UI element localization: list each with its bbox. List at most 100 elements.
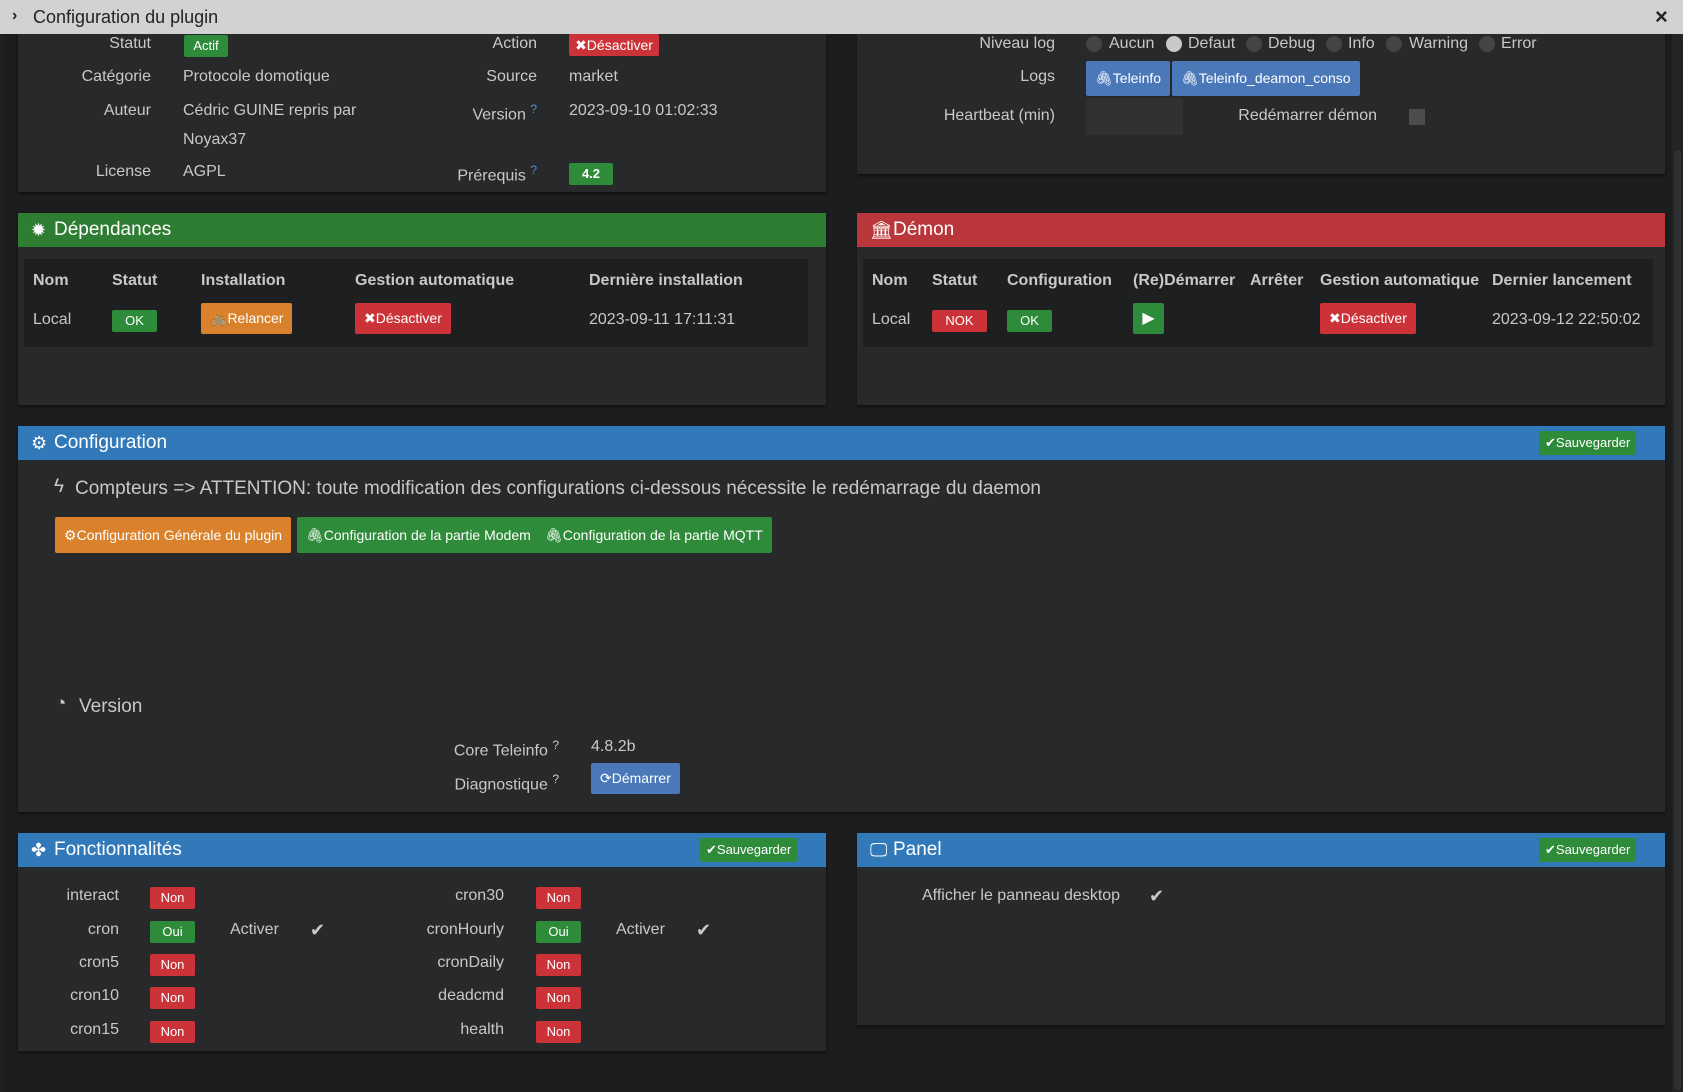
log-teleinfo-button[interactable]: 🖇Teleinfo xyxy=(1086,61,1171,96)
version-label: Version ? xyxy=(472,102,537,124)
cronhourly-activer-checkbox[interactable]: ✔ xyxy=(696,920,712,940)
radio-error-label: Error xyxy=(1501,35,1537,52)
radio-debug[interactable] xyxy=(1246,36,1262,52)
col-configuration: Configuration xyxy=(1007,272,1112,289)
categorie-value: Protocole domotique xyxy=(183,68,330,85)
gears-icon: ⚙ xyxy=(64,527,77,543)
fonctionnalites-header: ✤ Fonctionnalités xyxy=(18,833,826,867)
x-icon: ✖ xyxy=(575,37,587,53)
panel-save-button[interactable]: ✔Sauvegarder xyxy=(1539,838,1637,862)
fonc-left-2-state: Non xyxy=(150,954,195,976)
demon-title: Démon xyxy=(893,219,955,240)
radio-warning[interactable] xyxy=(1386,36,1402,52)
col-redemarrer: (Re)Démarrer xyxy=(1133,272,1236,289)
help-icon[interactable]: ? xyxy=(530,163,537,177)
fonc-left-4-state: Non xyxy=(150,1021,195,1043)
col-gestion: Gestion automatique xyxy=(1320,272,1480,289)
radio-defaut[interactable] xyxy=(1166,36,1182,52)
action-label: Action xyxy=(492,35,537,52)
fonctionnalites-title: Fonctionnalités xyxy=(54,839,182,860)
demon-row-configuration: OK xyxy=(1007,310,1052,332)
help-icon[interactable]: ? xyxy=(530,102,537,116)
radio-error[interactable] xyxy=(1479,36,1495,52)
logs-label: Logs xyxy=(1020,68,1055,85)
categorie-label: Catégorie xyxy=(81,68,151,85)
fonc-left-2-name: cron5 xyxy=(78,954,119,971)
dependances-panel: ✹ Dépendances Nom Statut Installation Ge… xyxy=(18,213,826,405)
fonc-left-0-name: interact xyxy=(66,887,119,904)
tab-config-generale[interactable]: ⚙Configuration Générale du plugin xyxy=(55,517,292,553)
niveau-log-label: Niveau log xyxy=(979,35,1055,52)
col-dernier: Dernier lancement xyxy=(1492,272,1632,289)
dep-desactiver-button[interactable]: ✖Désactiver xyxy=(355,303,451,334)
auteur-label: Auteur xyxy=(103,102,151,119)
x-icon: ✖ xyxy=(364,310,376,326)
laptop-icon: 🖵 xyxy=(870,840,888,860)
configuration-title: Configuration xyxy=(54,432,168,453)
statut-badge: Actif xyxy=(184,35,228,57)
fonc-right-0-state: Non xyxy=(536,887,581,909)
demon-table: Nom Statut Configuration (Re)Démarrer Ar… xyxy=(863,259,1653,347)
source-label: Source xyxy=(486,68,537,85)
scrollbar-thumb[interactable] xyxy=(1674,150,1681,1090)
license-label: License xyxy=(95,163,151,180)
relancer-button[interactable]: 🚲Relancer xyxy=(201,303,293,334)
log-teleinfo-deamon-button[interactable]: 🖇Teleinfo_deamon_conso xyxy=(1172,61,1360,96)
prerequis-label: Prérequis ? xyxy=(457,163,537,185)
core-teleinfo-value: 4.8.2b xyxy=(591,738,636,755)
bolt-icon: ϟ xyxy=(54,476,65,497)
dependances-title: Dépendances xyxy=(54,219,172,240)
configuration-header: ⚙ Configuration xyxy=(18,426,1665,460)
radio-aucun[interactable] xyxy=(1086,36,1102,52)
version-heading: Version xyxy=(79,696,143,717)
configuration-save-button[interactable]: ✔Sauvegarder xyxy=(1539,431,1637,455)
play-icon[interactable]: ▶ xyxy=(1133,303,1164,334)
heartbeat-input[interactable] xyxy=(1086,98,1183,135)
bicycle-icon: 🚲 xyxy=(210,310,228,326)
refresh-icon: ⟳ xyxy=(600,770,612,786)
col-derniere: Dernière installation xyxy=(589,272,743,289)
fonc-right-1-name: cronHourly xyxy=(426,921,504,938)
paperclip-icon: 🖇 xyxy=(1095,70,1113,86)
demon-header: 🏛 Démon xyxy=(857,213,1665,247)
chevron-right-icon[interactable]: › xyxy=(12,7,18,24)
help-icon[interactable]: ? xyxy=(552,738,559,752)
window-titlebar: › Configuration du plugin × xyxy=(0,0,1683,34)
tab-config-mqtt[interactable]: 🖇Configuration de la partie MQTT xyxy=(536,517,772,553)
restart-demon-checkbox[interactable] xyxy=(1409,109,1425,125)
desktop-panel-checkbox[interactable]: ✔ xyxy=(1149,886,1165,906)
auteur-value-line1: Cédric GUINE repris par xyxy=(183,102,357,119)
fonc-left-1-state: Oui xyxy=(150,921,195,943)
col-nom: Nom xyxy=(872,272,908,289)
tab-config-modem[interactable]: 🖇Configuration de la partie Modem xyxy=(297,517,540,553)
pacman-icon: ◔ xyxy=(55,693,67,714)
demon-row-statut: NOK xyxy=(932,310,987,332)
demon-row-nom: Local xyxy=(872,311,911,328)
diagnostique-start-button[interactable]: ⟳Démarrer xyxy=(591,763,680,794)
demon-desactiver-button[interactable]: ✖Désactiver xyxy=(1320,303,1416,334)
dep-row-statut: OK xyxy=(112,310,157,332)
fonctionnalites-save-button[interactable]: ✔Sauvegarder xyxy=(700,838,798,862)
fonc-right-4-name: health xyxy=(460,1021,504,1038)
check-circle-icon: ✔ xyxy=(1545,435,1556,450)
fonc-right-2-name: cronDaily xyxy=(437,954,504,971)
panel-title: Panel xyxy=(893,839,942,860)
radio-info[interactable] xyxy=(1326,36,1342,52)
col-nom: Nom xyxy=(33,272,69,289)
help-icon[interactable]: ? xyxy=(552,772,559,786)
cronhourly-activer-label: Activer xyxy=(616,921,665,938)
cron-activer-checkbox[interactable]: ✔ xyxy=(310,920,326,940)
restart-demon-label: Redémarrer démon xyxy=(1238,107,1377,124)
fonc-right-1-state: Oui xyxy=(536,921,581,943)
paperclip-icon: 🖇 xyxy=(545,527,563,543)
cron-activer-label: Activer xyxy=(230,921,279,938)
prerequis-badge: 4.2 xyxy=(569,163,613,185)
panel-panel: 🖵 Panel ✔Sauvegarder Afficher le panneau… xyxy=(857,833,1665,1025)
radio-debug-label: Debug xyxy=(1268,35,1316,52)
fonc-right-3-state: Non xyxy=(536,987,581,1009)
col-statut: Statut xyxy=(112,272,158,289)
close-icon[interactable]: × xyxy=(1655,4,1668,29)
action-disable-button[interactable]: ✖Désactiver xyxy=(569,34,659,56)
fonctionnalites-panel: ✤ Fonctionnalités ✔Sauvegarder interact … xyxy=(18,833,826,1051)
dep-row-derniere: 2023-09-11 17:11:31 xyxy=(589,311,736,328)
